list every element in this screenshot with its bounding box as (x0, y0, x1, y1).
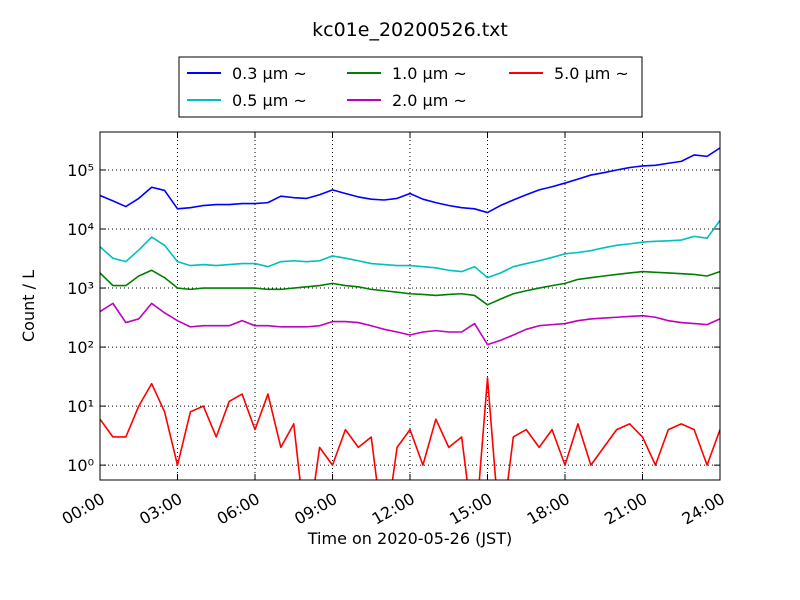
data-line (100, 377, 720, 480)
legend-label: 5.0 μm ~ (554, 64, 629, 83)
plot-area (100, 147, 720, 480)
data-line (100, 219, 720, 279)
data-line (100, 302, 720, 346)
legend-label: 2.0 μm ~ (392, 91, 467, 110)
y-tick-label: 10⁵ (67, 161, 94, 180)
y-tick-label: 10¹ (67, 397, 94, 416)
data-line (100, 147, 720, 214)
y-tick-label: 10⁰ (67, 456, 94, 475)
y-axis-label: Count / L (19, 270, 38, 342)
y-tick-label: 10⁴ (67, 220, 94, 239)
legend-box (178, 56, 643, 118)
y-tick-label: 10² (67, 338, 94, 357)
chart-title: kc01e_20200526.txt (312, 19, 508, 41)
plot-frame (99, 131, 721, 481)
x-axis-label: Time on 2020-05-26 (JST) (307, 529, 512, 548)
data-line (100, 269, 720, 306)
legend-label: 0.5 μm ~ (232, 91, 307, 110)
legend-label: 1.0 μm ~ (392, 64, 467, 83)
y-tick-label: 10³ (67, 279, 94, 298)
legend-label: 0.3 μm ~ (232, 64, 307, 83)
